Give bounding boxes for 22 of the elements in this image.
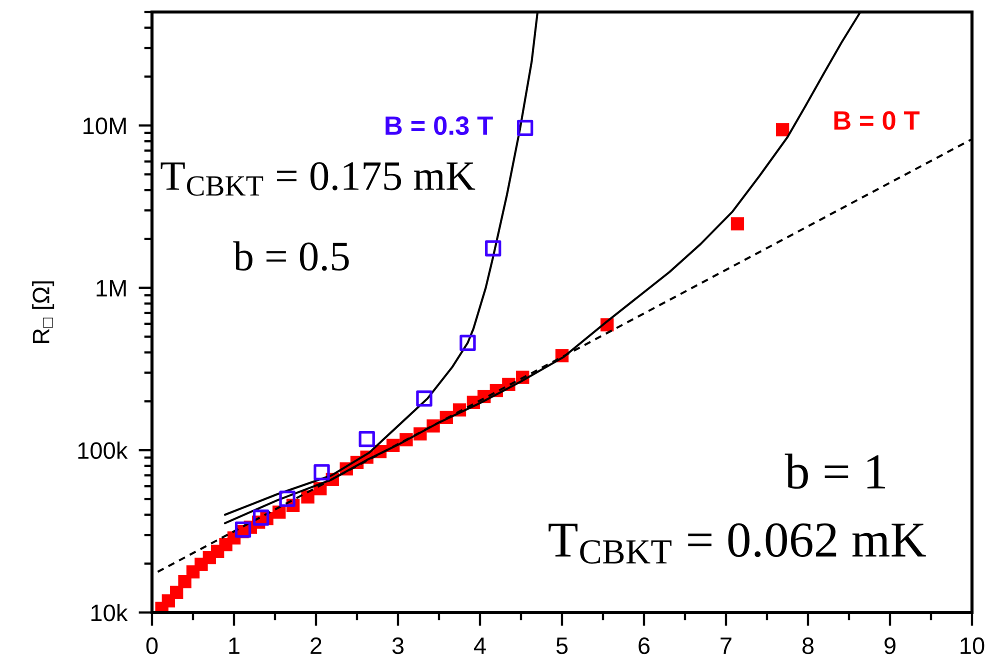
annotation: T$_{CBKT}$ = 0.062 mK	[548, 523, 926, 564]
x-tick-label: 10	[960, 637, 984, 654]
x-tick-label: 0	[146, 637, 158, 654]
x-tick-label: 8	[802, 637, 814, 654]
annotation: b = 1	[784, 454, 886, 489]
y-tick-label: 100k	[78, 442, 128, 459]
y-axis-title: R$_{□}$ [Ω]	[32, 281, 54, 344]
x-tick-label: 6	[638, 637, 650, 654]
y-tick-label: 1M	[96, 280, 126, 296]
y-tick-label: 10M	[84, 118, 126, 134]
annotation: b = 0.5	[233, 241, 349, 271]
x-tick-label: 5	[556, 638, 568, 654]
y-tick-label: 10k	[91, 604, 128, 622]
x-tick-label: 2	[310, 637, 322, 654]
x-tick-label: 3	[392, 637, 404, 654]
x-tick-label: 7	[720, 638, 732, 654]
x-tick-label: 4	[474, 638, 486, 654]
series-label: B = 0.3 T	[386, 116, 493, 136]
series-label: B = 0 T	[834, 111, 920, 130]
x-tick-label: 1	[229, 638, 240, 654]
x-tick-label: 9	[884, 637, 896, 654]
annotation: T$_{CBKT}$ = 0.175 mK	[160, 162, 476, 196]
